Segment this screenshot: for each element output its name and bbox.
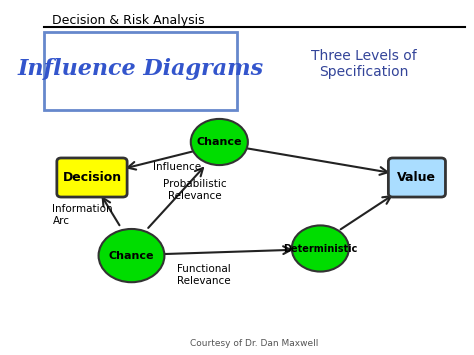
Text: Courtesy of Dr. Dan Maxwell: Courtesy of Dr. Dan Maxwell bbox=[190, 339, 319, 348]
FancyBboxPatch shape bbox=[44, 32, 237, 110]
Text: Chance: Chance bbox=[197, 137, 242, 147]
FancyBboxPatch shape bbox=[57, 158, 127, 197]
Circle shape bbox=[99, 229, 164, 282]
Text: Functional
Relevance: Functional Relevance bbox=[177, 264, 231, 286]
Text: Decision: Decision bbox=[63, 171, 121, 184]
Circle shape bbox=[191, 119, 248, 165]
Text: Chance: Chance bbox=[109, 251, 154, 261]
Text: Influence Diagrams: Influence Diagrams bbox=[17, 58, 264, 80]
Text: Information
Arc: Information Arc bbox=[53, 204, 113, 226]
Text: Value: Value bbox=[397, 171, 437, 184]
Text: Influence: Influence bbox=[154, 162, 201, 173]
Text: Three Levels of
Specification: Three Levels of Specification bbox=[311, 49, 417, 79]
Text: Decision & Risk Analysis: Decision & Risk Analysis bbox=[53, 14, 205, 27]
FancyBboxPatch shape bbox=[388, 158, 446, 197]
Circle shape bbox=[292, 225, 349, 272]
Text: Probabilistic
Relevance: Probabilistic Relevance bbox=[164, 179, 227, 201]
Text: Deterministic: Deterministic bbox=[283, 244, 357, 253]
